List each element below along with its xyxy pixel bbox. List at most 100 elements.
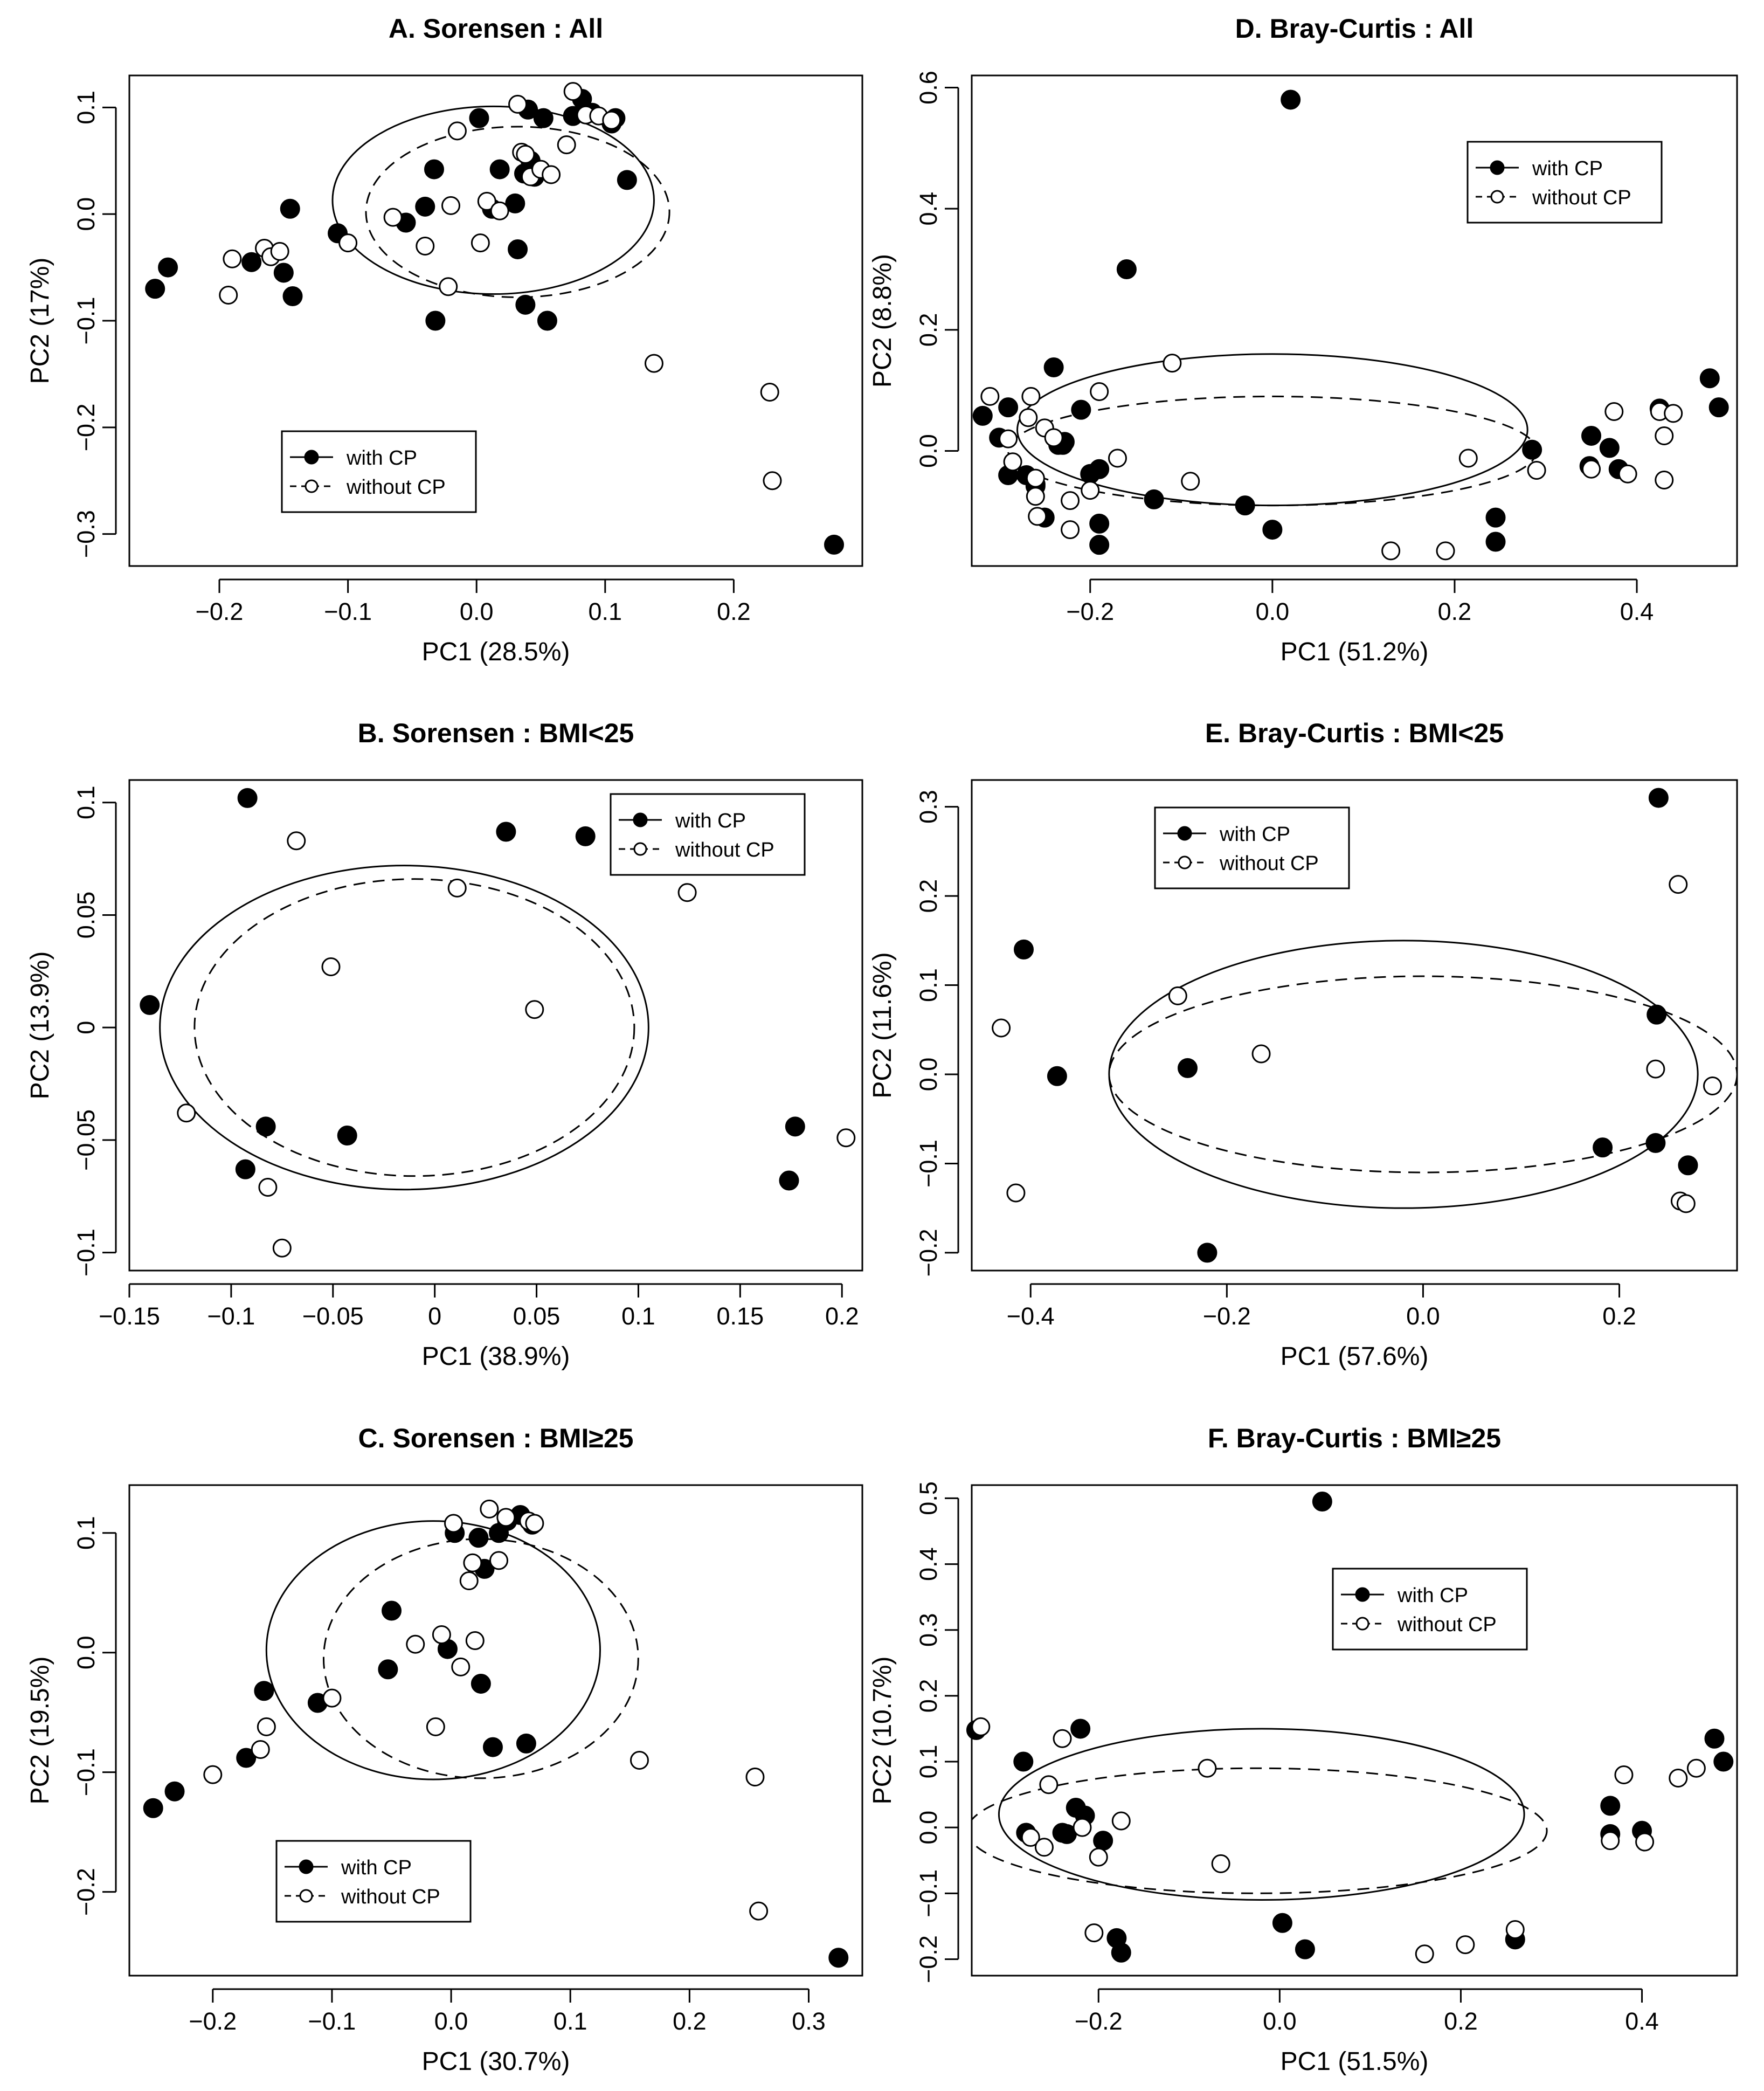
legend-marker-with-cp [299,1859,314,1874]
x-axis: −0.2 0.0 0.2 0.4 PC1 (51.5%) [1075,1988,1659,2076]
panel-title: B. Sorensen : BMI<25 [358,718,634,748]
y-tick-label: −0.1 [72,1229,100,1276]
point-with-cp [1312,1492,1332,1512]
point-with-cp [1599,438,1620,458]
x-tick-label: −0.2 [196,598,244,625]
x-axis-label: PC1 (51.2%) [1281,638,1429,666]
legend-label: with CP [1219,823,1290,846]
x-tick-label: 0.2 [825,1302,859,1330]
point-without-cp [444,1514,463,1533]
point-without-cp [980,387,1000,406]
x-axis: −0.2 −0.1 0.0 0.1 0.2 PC1 (28.5%) [196,578,751,666]
point-with-cp [482,1737,503,1757]
point-with-cp [537,310,557,331]
point-with-cp [505,193,525,213]
y-tick-label: −0.1 [72,1748,100,1796]
point-without-cp [1021,387,1041,406]
point-with-cp [468,1528,489,1548]
y-tick-label: 0.0 [72,1635,100,1669]
point-without-cp [1026,468,1045,488]
legend-box [1466,141,1663,224]
point-without-cp [1028,507,1047,526]
point-without-cp [992,1018,1011,1038]
ellipse-without-cp [972,1767,1548,1894]
point-without-cp [1081,481,1100,500]
point-with-cp [516,1733,536,1754]
panel-title: A. Sorensen : All [389,13,603,44]
point-without-cp [525,1514,544,1533]
series-without-cp [219,82,782,491]
point-without-cp [383,208,403,227]
x-axis: −0.4 −0.2 0.0 0.2 PC1 (57.6%) [1007,1283,1636,1371]
point-without-cp [1108,448,1127,468]
point-without-cp [1039,1775,1059,1795]
point-with-cp [515,294,536,315]
y-tick-label: 0 [72,1021,100,1034]
legend-box [1332,1568,1528,1651]
y-axis-label: PC2 (17%) [26,258,54,384]
series-with-cp [143,1505,849,1968]
series-without-cp [177,831,856,1258]
y-axis-label: PC2 (13.9%) [26,951,54,1100]
point-without-cp [321,957,341,976]
point-without-cp [447,878,467,898]
point-with-cp [382,1600,402,1621]
legend-label: with CP [1532,157,1603,180]
point-without-cp [971,1717,991,1736]
x-tick-label: −0.2 [189,2007,237,2035]
x-tick-label: 0.05 [513,1302,561,1330]
point-with-cp [1043,357,1064,378]
panel-f: F. Bray-Curtis : BMI≥25 −0.2 0.0 0.2 0.4 PC1 … [868,1423,1738,2076]
point-with-cp [1593,1137,1613,1158]
y-tick-label: 0.4 [915,1547,942,1581]
point-with-cp [1647,1004,1667,1025]
point-without-cp [516,144,535,164]
panel-b: B. Sorensen : BMI<25 −0.15 −0.1 −0.05 0 0.05 0… [26,718,863,1371]
ellipse-with-cp [331,105,655,295]
y-axis-label: PC2 (19.5%) [26,1657,54,1805]
point-with-cp [1281,89,1301,110]
legend-label: with CP [1397,1584,1468,1607]
y-tick-label: 0.3 [915,1613,942,1647]
point-without-cp [1436,541,1455,561]
point-with-cp [254,1681,274,1701]
legend-marker-without-cp [299,1889,313,1903]
legend: with CP without CP [275,1840,472,1923]
point-without-cp [1456,1935,1475,1955]
point-without-cp [426,1717,445,1736]
x-tick-label: 0.4 [1625,2007,1659,2035]
x-tick-label: 0.0 [1406,1302,1440,1330]
series-without-cp [980,354,1683,561]
point-without-cp [338,233,358,253]
legend-marker-without-cp [633,842,647,856]
point-without-cp [1655,426,1674,445]
legend-marker-with-cp [1490,160,1505,175]
ellipses [331,105,670,298]
point-without-cp [1026,487,1045,506]
legend-marker-without-cp [1178,855,1192,869]
y-tick-label: 0.1 [72,785,100,819]
y-tick-label: −0.2 [72,1868,100,1916]
legend-label: with CP [675,810,746,832]
panel-e: E. Bray-Curtis : BMI<25 −0.4 −0.2 0.0 0.2 PC1… [868,718,1738,1371]
point-without-cp [1655,470,1674,489]
point-without-cp [1034,1838,1054,1857]
point-without-cp [1676,1194,1696,1213]
point-without-cp [1415,1944,1434,1964]
x-axis-label: PC1 (57.6%) [1281,1342,1429,1371]
series-with-cp [966,1492,1734,1963]
point-with-cp [1713,1751,1734,1772]
point-without-cp [1053,1729,1072,1748]
point-with-cp [533,108,554,128]
panel-a: A. Sorensen : All −0.2 −0.1 0.0 0.1 0.2 PC1 (2… [26,13,863,666]
point-without-cp [251,1740,270,1759]
x-tick-label: −0.2 [1075,2007,1123,2035]
y-tick-label: 0.4 [915,192,942,226]
series-without-cp [203,1499,769,1921]
legend-label: without CP [675,839,774,861]
point-with-cp [425,310,446,331]
ellipses [1108,940,1737,1209]
point-with-cp [1648,788,1669,808]
point-without-cp [489,1551,509,1570]
point-without-cp [749,1901,769,1921]
